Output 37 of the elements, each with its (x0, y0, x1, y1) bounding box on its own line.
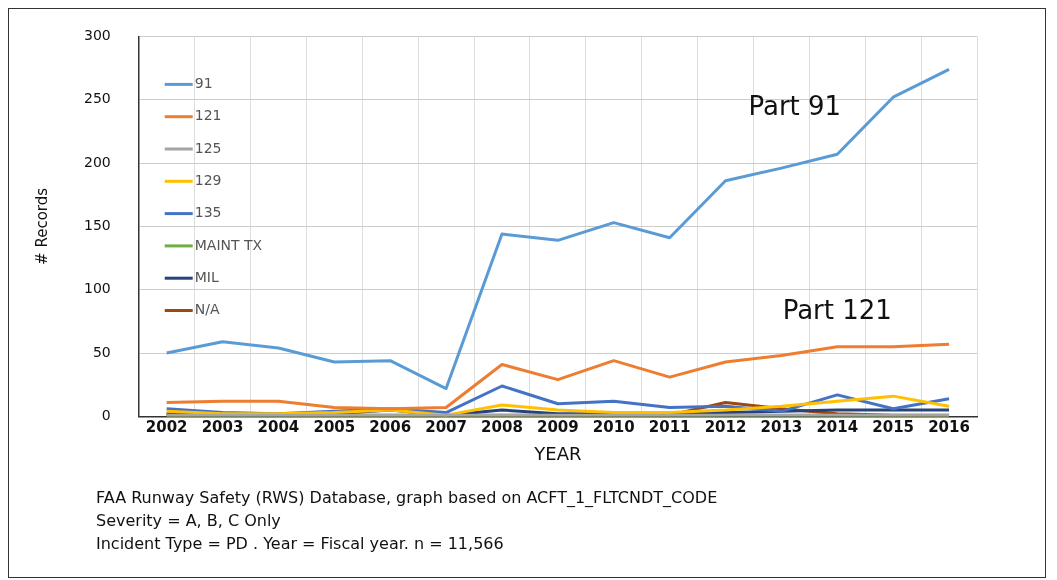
x-tick-label: 2002 (145, 418, 188, 437)
x-tick-label: 2011 (648, 418, 691, 437)
x-tick-label: 2010 (592, 418, 635, 437)
legend-label: 121 (194, 107, 222, 124)
legend-label: 91 (194, 75, 213, 92)
y-tick-label: 200 (83, 153, 111, 170)
y-tick-label: 0 (101, 407, 111, 424)
y-axis-title: # Records (32, 187, 51, 265)
annotation: Part 91 (748, 90, 842, 121)
legend-label: 135 (194, 204, 222, 221)
x-tick-label: 2007 (425, 418, 467, 437)
legend-label: 129 (194, 171, 222, 188)
legend-label: MAINT TX (194, 236, 263, 253)
x-tick-label: 2008 (481, 418, 523, 437)
text: Incident Type = PD . Year = Fiscal year. n = 11,566 (96, 533, 505, 555)
legend-label: 125 (194, 139, 222, 156)
x-tick-label: 2012 (704, 418, 747, 437)
text: FAA Runway Safety (RWS) Database, graph based on ACFT_1_FLTCNDT_CODE (96, 487, 718, 509)
x-tick-label: 2006 (369, 418, 412, 437)
annotation: Part 121 (782, 295, 892, 326)
y-tick-label: 250 (83, 90, 111, 107)
x-tick-label: 2016 (928, 418, 970, 437)
x-tick-label: 2005 (313, 418, 356, 437)
x-tick-label: 2013 (760, 418, 803, 437)
legend-label: N/A (194, 301, 220, 318)
x-tick-label: 2004 (257, 418, 300, 437)
x-axis-title: YEAR (533, 442, 582, 464)
y-tick-label: 100 (83, 280, 111, 297)
y-tick-label: 50 (92, 343, 111, 360)
y-tick-label: 150 (83, 217, 111, 234)
text: Severity = A, B, C Only (96, 510, 282, 532)
legend-label: MIL (194, 268, 219, 285)
x-tick-label: 2003 (201, 418, 244, 437)
x-tick-label: 2009 (536, 418, 579, 437)
x-tick-label: 2015 (872, 418, 915, 437)
y-tick-label: 300 (83, 27, 111, 44)
x-tick-label: 2014 (816, 418, 859, 437)
